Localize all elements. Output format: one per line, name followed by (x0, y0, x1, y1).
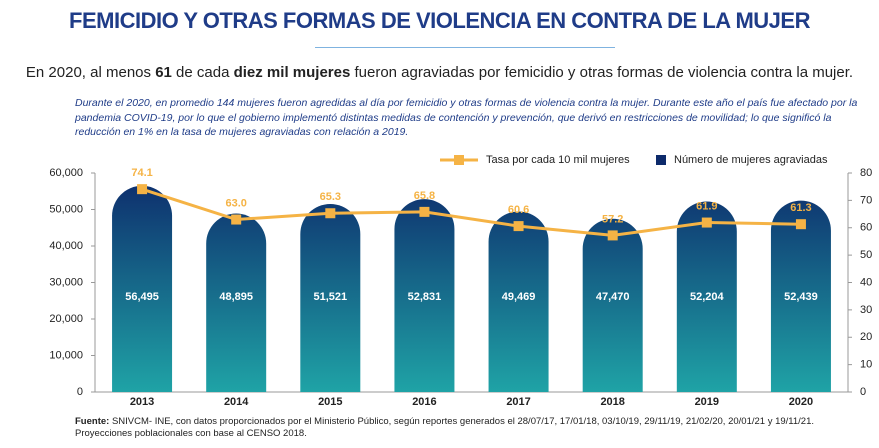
rate-label: 57.2 (602, 213, 623, 225)
x-tick-label: 2020 (789, 396, 813, 408)
description: Durante el 2020, en promedio 144 mujeres… (75, 97, 858, 138)
bar-label: 56,495 (125, 291, 159, 303)
y-tick-label: 20,000 (49, 313, 83, 325)
rate-marker (513, 221, 524, 232)
rate-marker (419, 206, 430, 217)
bar (112, 185, 173, 392)
rate-label: 74.1 (131, 167, 152, 179)
bar-label: 52,439 (784, 291, 818, 303)
bar (676, 201, 737, 392)
y2-tick-label: 70 (860, 194, 872, 206)
legend-label: Número de mujeres agraviadas (674, 154, 828, 166)
bar-label: 47,470 (596, 291, 630, 303)
y-tick-label: 30,000 (49, 276, 83, 288)
x-tick-label: 2019 (695, 396, 719, 408)
bar (770, 200, 831, 392)
bar (488, 211, 549, 392)
y2-tick-label: 0 (860, 386, 866, 398)
y-tick-label: 50,000 (49, 203, 83, 215)
bar (582, 218, 643, 392)
legend-swatch (656, 155, 666, 165)
title: FEMICIDIO Y OTRAS FORMAS DE VIOLENCIA EN… (69, 8, 810, 33)
subtitle-text: fueron agraviadas por femicidio y otras … (350, 64, 854, 81)
legend-marker (454, 155, 464, 165)
footer: Fuente: SNIVCM- INE, con datos proporcio… (75, 416, 875, 440)
subtitle: En 2020, al menos 61 de cada diez mil mu… (0, 64, 879, 81)
subtitle-text: En 2020, al menos (25, 64, 156, 81)
rate-label: 65.8 (414, 190, 435, 202)
source-2: Proyecciones poblacionales con base al C… (75, 428, 307, 439)
y-tick-label: 40,000 (49, 240, 83, 252)
rate-label: 63.0 (225, 197, 246, 209)
x-tick-label: 2013 (130, 396, 154, 408)
bar-label: 52,204 (690, 291, 725, 303)
bar (394, 199, 455, 392)
bar (206, 213, 267, 392)
y-tick-label: 0 (77, 386, 83, 398)
x-tick-label: 2017 (506, 396, 530, 408)
legend-label: Tasa por cada 10 mil mujeres (486, 154, 630, 166)
x-tick-label: 2014 (224, 396, 249, 408)
rate-label: 61.3 (790, 202, 811, 214)
x-tick-label: 2015 (318, 396, 342, 408)
rate-marker (701, 217, 712, 228)
bar (300, 203, 361, 392)
y2-tick-label: 50 (860, 249, 872, 261)
rate-marker (607, 230, 618, 241)
rate-marker (325, 208, 336, 219)
title-rule (315, 47, 615, 48)
bar-label: 52,831 (408, 291, 442, 303)
x-tick-label: 2018 (600, 396, 624, 408)
rate-label: 61.9 (696, 200, 717, 212)
y2-tick-label: 20 (860, 331, 872, 343)
y-tick-label: 10,000 (49, 349, 83, 361)
chart: 0 10,000 20,000 30,000 40,000 50,000 60,000 0 10… (49, 154, 872, 408)
y-tick-label: 60,000 (49, 167, 83, 179)
source-label: Fuente: (75, 416, 110, 427)
y2-tick-label: 30 (860, 304, 872, 316)
bar-label: 51,521 (313, 291, 347, 303)
y2-tick-label: 40 (860, 276, 872, 288)
y2-tick-label: 10 (860, 359, 872, 371)
subtitle-bold: diez mil mujeres (233, 64, 351, 81)
y2-tick-label: 60 (860, 222, 872, 234)
bar-label: 48,895 (219, 291, 253, 303)
x-tick-label: 2016 (412, 396, 436, 408)
rate-marker (231, 214, 242, 225)
rate-label: 65.3 (320, 191, 341, 203)
bar-label: 49,469 (502, 291, 536, 303)
rate-label: 60.6 (508, 204, 529, 216)
rate-line (141, 187, 801, 237)
y2-tick-label: 80 (860, 167, 872, 179)
rate-marker (795, 219, 806, 230)
subtitle-text: de cada (171, 64, 234, 81)
subtitle-bold: 61 (155, 64, 172, 81)
source: SNIVCM- INE, con datos proporcionados po… (109, 416, 815, 427)
rate-marker (137, 184, 148, 195)
